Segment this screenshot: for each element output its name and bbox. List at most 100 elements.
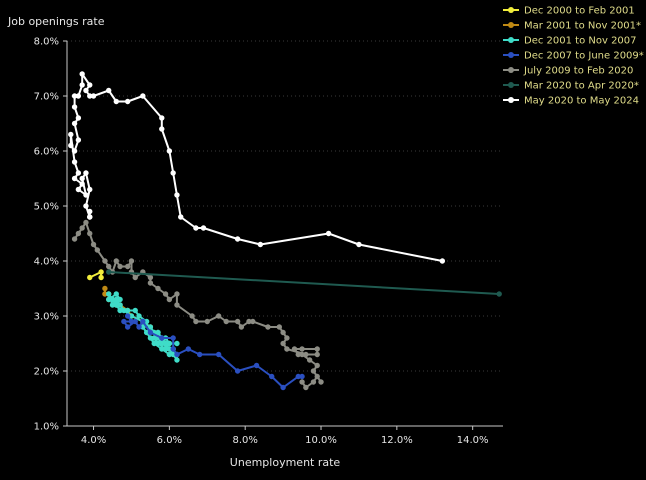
- x-tick-label: 14.0%: [457, 435, 489, 446]
- data-point: [265, 324, 271, 330]
- series-6: [68, 71, 446, 264]
- data-point: [170, 170, 176, 176]
- data-point: [147, 324, 154, 330]
- data-point: [83, 203, 89, 209]
- data-point: [303, 351, 309, 358]
- data-point: [71, 104, 78, 110]
- data-point: [79, 71, 85, 77]
- data-point: [310, 379, 317, 385]
- data-point: [159, 335, 165, 341]
- data-point: [132, 274, 138, 281]
- x-tick-label: 6.0%: [157, 435, 182, 446]
- data-point: [325, 230, 332, 237]
- data-point: [113, 98, 119, 105]
- data-point: [147, 274, 154, 281]
- data-point: [117, 296, 123, 303]
- data-point: [147, 335, 154, 341]
- series-0: [87, 269, 104, 281]
- data-point: [79, 181, 85, 187]
- data-point: [147, 329, 154, 336]
- data-point: [113, 302, 119, 308]
- data-point: [170, 335, 176, 341]
- data-point: [257, 241, 264, 248]
- data-point: [303, 384, 309, 391]
- data-point: [318, 379, 324, 385]
- x-axis-title: Unemployment rate: [230, 456, 341, 469]
- data-point: [106, 87, 112, 94]
- data-point: [71, 93, 78, 99]
- y-tick-label: 2.0%: [34, 367, 59, 378]
- data-point: [106, 263, 112, 270]
- data-point: [284, 346, 290, 352]
- data-point: [166, 340, 173, 347]
- data-point: [75, 170, 82, 176]
- data-point: [439, 258, 446, 264]
- data-point: [280, 329, 286, 336]
- data-point: [94, 247, 101, 253]
- axes: [66, 41, 503, 427]
- data-point: [124, 307, 131, 314]
- data-point: [200, 225, 207, 231]
- data-point: [250, 318, 256, 325]
- data-point: [306, 357, 313, 363]
- legend: Dec 2000 to Feb 2001 Mar 2001 to Nov 2001…: [503, 6, 644, 107]
- x-tick-label: 8.0%: [232, 435, 257, 446]
- data-point: [314, 351, 320, 358]
- data-point: [113, 291, 119, 297]
- data-point: [109, 302, 116, 308]
- data-point: [269, 373, 275, 380]
- data-point: [71, 236, 78, 242]
- legend-swatch-marker: [508, 22, 514, 28]
- data-point: [234, 318, 241, 325]
- data-point: [87, 93, 93, 99]
- data-point: [291, 346, 298, 352]
- data-point: [124, 313, 131, 319]
- data-point: [75, 115, 82, 121]
- data-point: [314, 346, 320, 352]
- data-point: [280, 340, 286, 347]
- data-point: [140, 318, 146, 325]
- data-point: [102, 285, 108, 292]
- y-tick-label: 4.0%: [34, 257, 59, 268]
- data-point: [147, 280, 154, 286]
- y-axis-title: Job openings rate: [7, 15, 105, 28]
- data-point: [83, 192, 89, 198]
- data-point: [299, 373, 305, 380]
- data-point: [314, 362, 320, 369]
- data-point: [299, 351, 305, 358]
- data-point: [124, 98, 131, 105]
- data-point: [174, 302, 180, 308]
- x-tick-label: 10.0%: [305, 435, 337, 446]
- data-point: [106, 269, 112, 275]
- data-point: [124, 324, 131, 330]
- data-point: [75, 137, 82, 143]
- data-point: [90, 93, 97, 99]
- data-point: [185, 346, 192, 352]
- legend-swatch-marker: [508, 7, 514, 13]
- data-point: [90, 241, 97, 248]
- data-point: [68, 142, 74, 149]
- data-point: [109, 296, 116, 303]
- data-point: [140, 324, 146, 330]
- data-point: [170, 351, 176, 358]
- data-point: [178, 214, 184, 220]
- data-point: [174, 192, 180, 198]
- data-point: [83, 87, 89, 94]
- data-point: [174, 357, 180, 363]
- data-point: [106, 296, 112, 303]
- data-point: [87, 82, 93, 88]
- x-tick-label: 12.0%: [381, 435, 413, 446]
- legend-swatch-marker: [508, 52, 514, 58]
- data-point: [215, 351, 222, 358]
- data-point: [159, 340, 165, 347]
- data-point: [128, 318, 135, 325]
- plot-area: [68, 71, 502, 391]
- data-point: [356, 241, 362, 248]
- data-point: [117, 307, 123, 314]
- y-tick-label: 5.0%: [34, 202, 59, 213]
- series-5: [106, 269, 502, 297]
- data-point: [246, 318, 252, 325]
- legend-label: Dec 2007 to June 2009*: [524, 51, 644, 62]
- data-point: [238, 324, 245, 330]
